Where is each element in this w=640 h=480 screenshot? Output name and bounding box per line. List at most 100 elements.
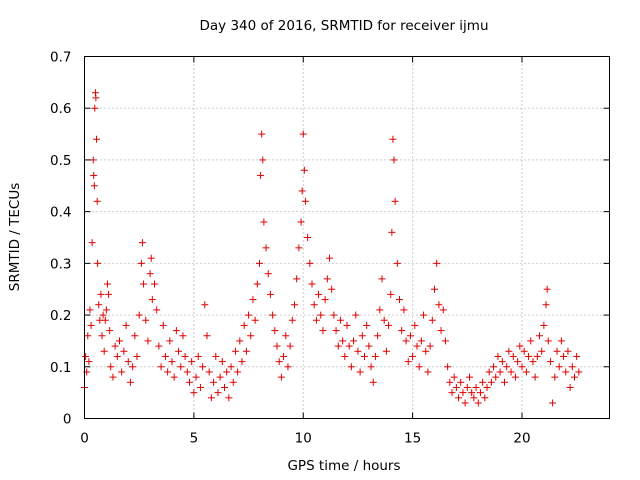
data-point bbox=[102, 306, 110, 314]
data-point bbox=[393, 259, 401, 267]
data-point bbox=[424, 368, 432, 376]
data-point bbox=[365, 342, 373, 350]
data-point bbox=[87, 321, 95, 329]
data-point bbox=[186, 378, 193, 386]
data-point bbox=[317, 311, 325, 319]
data-point bbox=[147, 254, 155, 262]
data-point bbox=[298, 187, 306, 195]
data-point bbox=[264, 270, 272, 278]
data-point bbox=[406, 332, 414, 340]
data-point bbox=[84, 332, 92, 340]
data-point bbox=[557, 337, 565, 345]
data-point bbox=[411, 321, 419, 329]
data-points bbox=[81, 89, 583, 407]
data-point bbox=[433, 259, 441, 267]
data-point bbox=[312, 316, 320, 324]
data-point bbox=[157, 363, 165, 371]
data-point bbox=[566, 383, 574, 391]
data-point bbox=[527, 337, 535, 345]
data-point bbox=[221, 383, 228, 391]
data-point bbox=[549, 399, 557, 407]
data-point bbox=[507, 368, 515, 376]
data-point bbox=[135, 311, 143, 319]
data-point bbox=[356, 368, 364, 376]
data-point bbox=[116, 337, 123, 345]
data-point bbox=[99, 311, 107, 319]
data-point bbox=[225, 394, 233, 402]
y-tick-label: 0.3 bbox=[50, 256, 71, 272]
data-point bbox=[376, 306, 384, 314]
data-point bbox=[95, 301, 103, 309]
data-point bbox=[223, 368, 231, 376]
y-tick-label: 0.7 bbox=[50, 50, 71, 66]
data-point bbox=[498, 358, 506, 366]
plot-frame bbox=[84, 56, 610, 419]
data-point bbox=[474, 399, 482, 407]
data-point bbox=[295, 244, 303, 252]
data-point bbox=[88, 239, 96, 247]
data-point bbox=[89, 156, 97, 164]
data-point bbox=[441, 337, 449, 345]
data-point bbox=[203, 332, 211, 340]
data-point bbox=[93, 135, 101, 143]
data-point bbox=[299, 130, 307, 138]
data-point bbox=[540, 321, 548, 329]
data-point bbox=[308, 280, 316, 288]
data-point bbox=[259, 156, 267, 164]
data-point bbox=[126, 378, 134, 386]
data-point bbox=[536, 332, 543, 340]
y-axis-title: SRMTID / TECUs bbox=[7, 183, 23, 291]
data-point bbox=[444, 363, 452, 371]
data-point bbox=[275, 358, 283, 366]
x-tick-label: 10 bbox=[295, 431, 312, 447]
data-point bbox=[140, 280, 148, 288]
data-point bbox=[496, 368, 504, 376]
data-point bbox=[86, 306, 94, 314]
data-point bbox=[199, 363, 207, 371]
data-point bbox=[459, 389, 467, 397]
data-point bbox=[256, 259, 263, 267]
data-point bbox=[326, 254, 333, 262]
data-point bbox=[457, 378, 465, 386]
data-point bbox=[389, 135, 397, 143]
data-point bbox=[277, 373, 285, 381]
data-point bbox=[402, 337, 410, 345]
data-point bbox=[90, 182, 98, 190]
data-point bbox=[137, 259, 145, 267]
data-point bbox=[216, 373, 224, 381]
data-point bbox=[293, 275, 301, 283]
data-point bbox=[101, 316, 109, 324]
data-point bbox=[242, 347, 250, 355]
data-point bbox=[573, 352, 581, 360]
data-point bbox=[257, 171, 265, 179]
data-point bbox=[361, 352, 368, 360]
data-point bbox=[253, 280, 261, 288]
data-point bbox=[120, 347, 128, 355]
data-point bbox=[391, 197, 399, 205]
data-point bbox=[273, 342, 281, 350]
data-point bbox=[98, 332, 106, 340]
data-point bbox=[468, 389, 476, 397]
data-point bbox=[310, 301, 318, 309]
data-point bbox=[288, 316, 296, 324]
data-point bbox=[452, 383, 460, 391]
data-point bbox=[448, 389, 456, 397]
y-tick-label: 0.2 bbox=[50, 308, 71, 324]
data-point bbox=[297, 218, 305, 226]
data-point bbox=[105, 290, 113, 298]
data-point bbox=[511, 373, 519, 381]
data-point bbox=[546, 358, 554, 366]
data-point bbox=[266, 290, 274, 298]
y-tick-label: 0.5 bbox=[50, 153, 71, 169]
data-point bbox=[385, 321, 393, 329]
data-point bbox=[90, 171, 98, 179]
data-point bbox=[291, 301, 298, 309]
data-point bbox=[501, 378, 508, 386]
data-point bbox=[400, 306, 408, 314]
data-point bbox=[247, 332, 255, 340]
data-point bbox=[347, 363, 355, 371]
data-point bbox=[422, 347, 430, 355]
data-point bbox=[538, 347, 546, 355]
data-point bbox=[100, 347, 108, 355]
data-point bbox=[328, 285, 336, 293]
